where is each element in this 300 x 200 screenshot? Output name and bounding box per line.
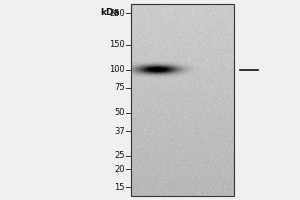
Text: 50: 50: [115, 108, 125, 117]
Text: 20: 20: [115, 165, 125, 174]
Text: 75: 75: [114, 83, 125, 92]
Text: 37: 37: [114, 127, 125, 136]
Bar: [131, 4, 234, 196]
Text: 100: 100: [109, 65, 125, 74]
Text: 250: 250: [109, 9, 125, 18]
Text: kDa: kDa: [100, 8, 120, 17]
Text: 150: 150: [109, 40, 125, 49]
Text: 15: 15: [115, 183, 125, 192]
Text: 25: 25: [115, 151, 125, 160]
